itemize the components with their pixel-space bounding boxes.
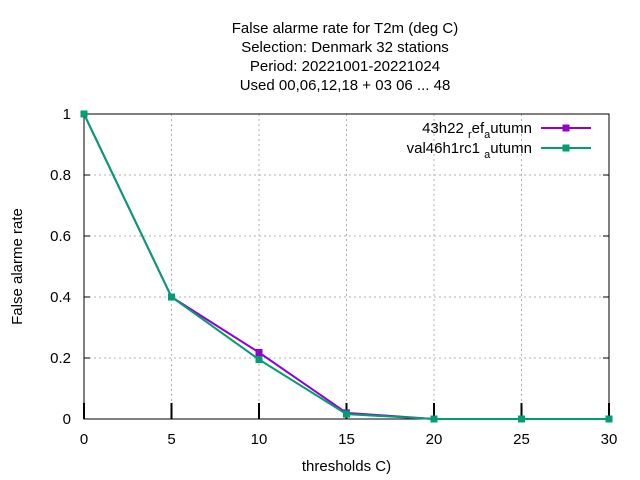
data-point-0 (255, 349, 263, 357)
axis-ticks: 0 5 10 15 20 25 30 0 0.2 0.4 0.6 0.8 1 (50, 106, 617, 448)
legend-label-1: val46h1rc1 autumn (407, 140, 532, 161)
grid (84, 114, 609, 419)
data-point-1 (343, 410, 350, 418)
data-point-1 (430, 415, 438, 423)
x-tick-label: 25 (513, 431, 530, 448)
x-tick-label: 30 (601, 431, 618, 448)
x-tick-label: 20 (426, 431, 443, 448)
title-line: Selection: Denmark 32 stations (241, 39, 449, 56)
x-tick-label: 5 (167, 431, 175, 448)
y-tick-label: 0.8 (50, 167, 71, 184)
y-tick-label: 0.2 (50, 350, 71, 367)
data-point-1 (255, 356, 263, 364)
y-tick-label: 0 (63, 411, 71, 428)
title-line: Period: 20221001-20221024 (250, 58, 440, 75)
y-tick-label: 0.4 (50, 289, 71, 306)
legend-label-0: 43h22 refautumn (422, 120, 532, 141)
y-axis-label: False alarme rate (9, 208, 26, 325)
x-tick-label: 10 (251, 431, 268, 448)
series-group (80, 110, 613, 423)
chart-title: False alarme rate for T2m (deg C) Selecti… (232, 20, 458, 94)
data-point-1 (605, 415, 613, 423)
title-line: Used 00,06,12,18 + 03 06 ... 48 (240, 77, 451, 94)
x-axis-label: thresholds C) (302, 458, 391, 475)
x-tick-label: 15 (338, 431, 355, 448)
y-tick-label: 1 (63, 106, 71, 123)
title-line: False alarme rate for T2m (deg C) (232, 20, 458, 37)
y-tick-label: 0.6 (50, 228, 71, 245)
data-point-1 (80, 110, 88, 118)
legend-marker-0 (562, 124, 570, 132)
data-point-1 (518, 415, 525, 423)
data-point-1 (168, 293, 175, 301)
x-tick-label: 0 (80, 431, 88, 448)
legend-marker-1 (562, 144, 570, 152)
